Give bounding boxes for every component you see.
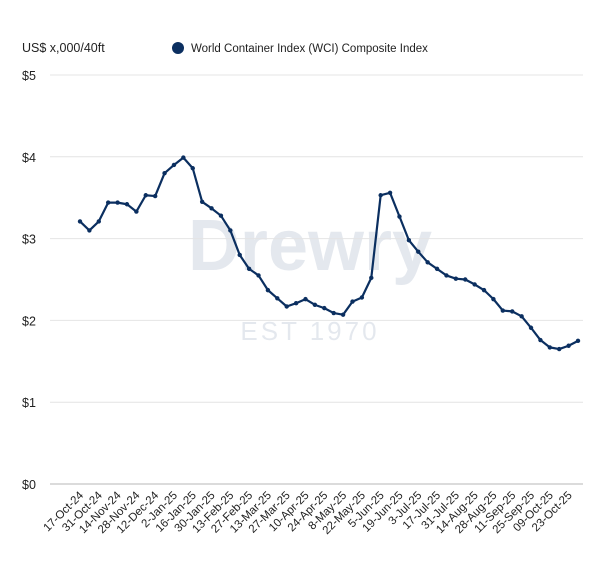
data-point [162,170,167,176]
data-point [190,166,195,171]
data-point [359,295,365,300]
data-point [444,273,449,278]
svg-text:EST 1970: EST 1970 [240,316,379,346]
y-tick-label: $4 [22,151,36,165]
data-point [256,273,261,278]
data-point [425,260,430,265]
y-tick-label: $0 [22,478,36,492]
data-point [228,228,233,233]
data-point [237,252,242,258]
data-point [491,296,496,302]
data-point [350,299,355,304]
data-point [284,304,289,309]
y-tick-label: $1 [22,396,36,410]
data-point [538,337,543,343]
data-point [340,312,346,317]
data-point [453,276,459,281]
data-point [557,346,562,352]
drewry-watermark: Drewry EST 1970 [188,206,432,346]
legend-marker [172,42,184,54]
data-point [181,155,186,160]
data-point [387,190,393,195]
y-axis-label: US$ x,000/40ft [22,41,105,55]
data-point [143,193,148,198]
data-point [528,325,534,330]
data-point [303,296,308,302]
series-line [79,156,579,351]
data-point [115,200,120,205]
data-point [378,193,383,198]
data-point [96,219,101,224]
data-point [463,277,468,282]
data-point [434,266,440,272]
data-point [500,308,506,313]
data-point [87,228,92,233]
data-point [246,266,252,272]
data-point [397,214,402,219]
data-point [312,302,318,308]
data-point [519,314,524,319]
data-point [218,213,224,218]
data-point [416,249,421,254]
data-point [275,296,280,301]
data-point [369,275,374,281]
data-point [566,343,571,348]
data-point [124,202,130,207]
data-point [209,206,214,211]
data-point [472,282,477,287]
data-point [481,287,487,293]
y-tick-label: $3 [22,233,36,247]
data-point [171,162,177,168]
data-point [105,200,111,205]
data-point [510,309,515,314]
data-point [406,238,412,243]
legend-label: World Container Index (WCI) Composite In… [191,43,428,55]
data-point [322,305,327,311]
y-tick-label: $5 [22,69,36,83]
y-tick-label: $2 [22,314,36,328]
data-point [152,193,158,199]
data-point [331,310,336,316]
data-point [77,219,83,224]
data-point [199,199,205,204]
data-point [575,338,581,344]
data-point [547,345,553,350]
svg-text:Drewry: Drewry [188,206,432,286]
data-point [265,287,271,293]
data-point [134,209,139,214]
data-point [293,301,299,306]
